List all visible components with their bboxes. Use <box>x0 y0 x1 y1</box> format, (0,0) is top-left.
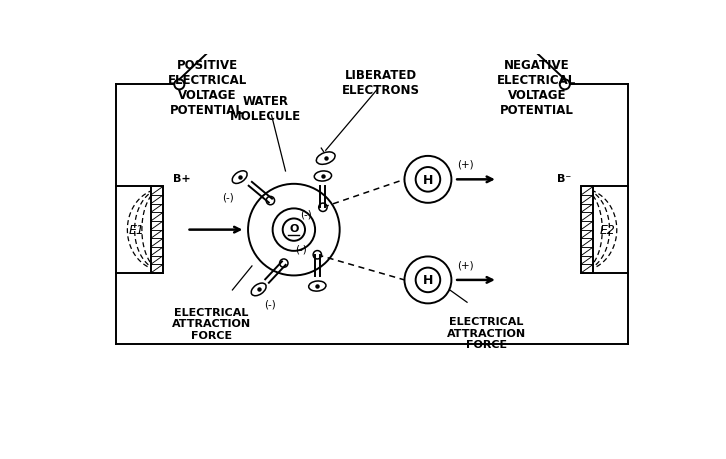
Circle shape <box>560 80 570 90</box>
Circle shape <box>416 168 440 192</box>
Circle shape <box>273 209 315 252</box>
Text: (-): (-) <box>295 244 306 253</box>
Text: NEGATIVE
ELECTRICAL
VOLTAGE
POTENTIAL: NEGATIVE ELECTRICAL VOLTAGE POTENTIAL <box>497 58 576 116</box>
Text: ELECTRICAL
ATTRACTION
FORCE: ELECTRICAL ATTRACTION FORCE <box>447 317 526 350</box>
Circle shape <box>319 204 327 212</box>
Text: (+): (+) <box>457 260 473 270</box>
Text: E2: E2 <box>600 224 616 236</box>
Ellipse shape <box>309 281 326 291</box>
Circle shape <box>404 157 452 203</box>
Circle shape <box>416 268 440 292</box>
Circle shape <box>313 251 322 259</box>
Circle shape <box>404 257 452 304</box>
Bar <box>581 187 593 273</box>
Ellipse shape <box>251 284 266 296</box>
Text: B⁻: B⁻ <box>558 174 571 184</box>
Text: LIBERATED
ELECTRONS: LIBERATED ELECTRONS <box>341 68 420 96</box>
Ellipse shape <box>317 152 335 165</box>
Circle shape <box>248 185 340 276</box>
Text: E1: E1 <box>129 224 144 236</box>
Circle shape <box>266 197 274 205</box>
Text: H: H <box>423 274 433 287</box>
Text: (-): (-) <box>264 299 276 309</box>
Text: (-): (-) <box>301 209 312 219</box>
Text: (+): (+) <box>457 159 473 169</box>
Bar <box>151 187 163 273</box>
Text: ELECTRICAL
ATTRACTION
FORCE: ELECTRICAL ATTRACTION FORCE <box>171 307 250 340</box>
Ellipse shape <box>232 171 247 184</box>
Circle shape <box>280 259 288 268</box>
Circle shape <box>282 219 305 241</box>
Circle shape <box>174 80 184 90</box>
Text: B+: B+ <box>173 174 190 184</box>
Ellipse shape <box>314 172 332 182</box>
Text: (-): (-) <box>223 192 234 202</box>
Text: O: O <box>289 224 298 234</box>
Text: POSITIVE
ELECTRICAL
VOLTAGE
POTENTIAL: POSITIVE ELECTRICAL VOLTAGE POTENTIAL <box>168 58 247 116</box>
Text: WATER
MOLECULE: WATER MOLECULE <box>230 95 301 123</box>
Text: H: H <box>423 174 433 186</box>
